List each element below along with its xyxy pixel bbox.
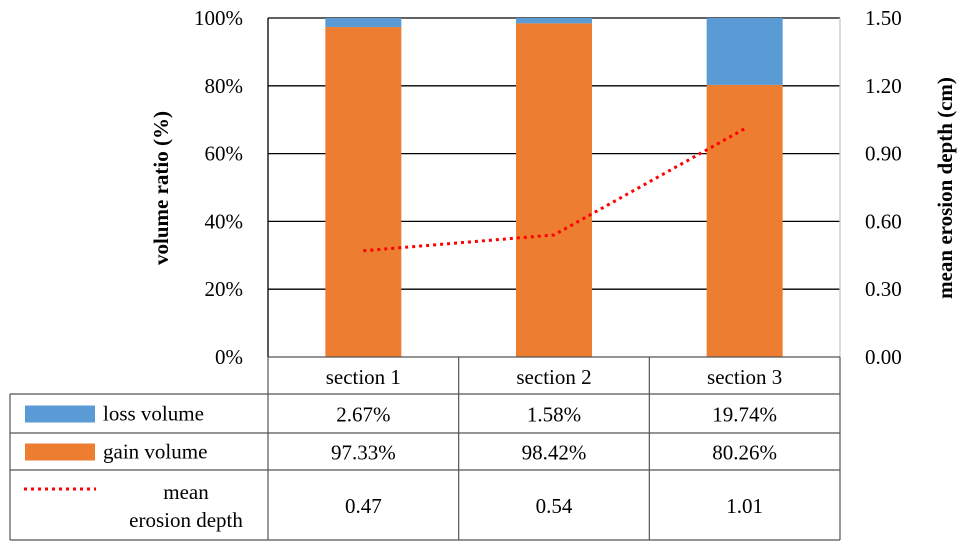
legend-label-gain-volume: gain volume — [103, 440, 207, 464]
table-cell-gain-volume: 98.42% — [522, 441, 587, 465]
x-category-label: section 3 — [707, 365, 782, 389]
axes — [267, 18, 841, 357]
bar-gain-volume-section-2 — [516, 23, 592, 357]
x-category-label: section 1 — [326, 365, 401, 389]
table-cell-gain-volume: 80.26% — [712, 441, 777, 465]
x-category-label: section 2 — [516, 365, 591, 389]
y-tick-label: 100% — [194, 6, 243, 30]
legend-key-loss-volume — [25, 405, 95, 423]
table-cell-gain-volume: 97.33% — [331, 441, 396, 465]
y-tick-label: 0% — [215, 345, 243, 369]
y-tick-label: 20% — [205, 277, 244, 301]
bar-gain-volume-section-1 — [325, 27, 402, 357]
legend-label-loss-volume: loss volume — [103, 402, 204, 426]
y-axis-title: volume ratio (%) — [149, 111, 173, 265]
bar-loss-volume-section-3 — [706, 18, 783, 85]
y2-tick-label: 1.50 — [865, 6, 902, 30]
y2-axis-title: mean erosion depth (cm) — [933, 77, 957, 299]
table-cell-loss-volume: 2.67% — [336, 403, 390, 427]
table-cell-mean-erosion-depth: 0.54 — [536, 494, 573, 518]
right-axis-ticks: 0.00 0.30 0.60 0.90 1.20 1.50 — [865, 6, 902, 369]
bars — [325, 18, 783, 357]
bar-gain-volume-section-3 — [706, 84, 783, 357]
bar-loss-volume-section-2 — [516, 18, 592, 24]
y-tick-label: 80% — [205, 74, 244, 98]
data-table: section 1 section 2 section 3 loss volume 2.… — [9, 356, 841, 541]
table-cell-mean-erosion-depth: 1.01 — [726, 494, 763, 518]
left-axis-ticks: 0% 20% 40% 60% 80% 100% — [194, 6, 243, 369]
y-tick-label: 40% — [205, 209, 244, 233]
table-cell-loss-volume: 19.74% — [712, 403, 777, 427]
line-mean-erosion-depth — [363, 127, 746, 253]
y2-tick-label: 0.00 — [865, 345, 902, 369]
y2-tick-label: 0.90 — [865, 142, 902, 166]
bar-loss-volume-section-1 — [325, 18, 402, 28]
y2-tick-label: 1.20 — [865, 74, 902, 98]
mean-erosion-depth-line — [363, 127, 746, 253]
y2-tick-label: 0.30 — [865, 277, 902, 301]
legend-label-mean-erosion-depth: mean erosion depth — [129, 480, 243, 532]
y-tick-label: 60% — [205, 142, 244, 166]
table-cell-loss-volume: 1.58% — [527, 403, 581, 427]
legend-key-gain-volume — [25, 443, 95, 461]
y2-tick-label: 0.60 — [865, 209, 902, 233]
table-cell-mean-erosion-depth: 0.47 — [345, 494, 382, 518]
